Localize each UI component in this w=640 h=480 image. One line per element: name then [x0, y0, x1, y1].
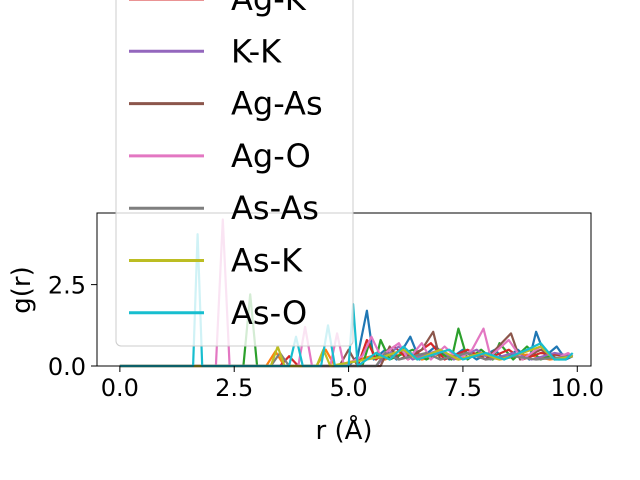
legend: Ag-K K-K Ag-As Ag-O As-As As-K As-O — [115, 0, 354, 347]
x-tick-label: 10.0 — [551, 374, 604, 402]
legend-label-k-k: K-K — [231, 32, 282, 70]
x-axis-label: r (Å) — [315, 414, 372, 446]
y-tick-label: 0.0 — [48, 353, 86, 381]
legend-label-ag-as: Ag-As — [231, 85, 323, 123]
legend-label-ag-k: Ag-K — [231, 0, 307, 18]
x-tick-label: 2.5 — [215, 374, 253, 402]
legend-label-as-k: As-K — [231, 242, 303, 280]
y-axis-label: g(r) — [7, 266, 37, 313]
x-tick-label: 7.5 — [444, 374, 482, 402]
x-axis: 0.0 2.5 5.0 7.5 10.0 — [101, 366, 604, 402]
series-line-as-k — [119, 345, 573, 368]
y-tick-label: 2.5 — [48, 272, 86, 300]
series-line-as-o — [119, 233, 574, 368]
legend-label-ag-o: Ag-O — [231, 137, 311, 175]
legend-label-as-as: As-As — [231, 189, 319, 227]
y-axis: 0.0 2.5 — [48, 272, 97, 381]
legend-label-as-o: As-O — [231, 294, 307, 332]
x-tick-label: 0.0 — [101, 374, 139, 402]
x-tick-label: 5.0 — [329, 374, 367, 402]
